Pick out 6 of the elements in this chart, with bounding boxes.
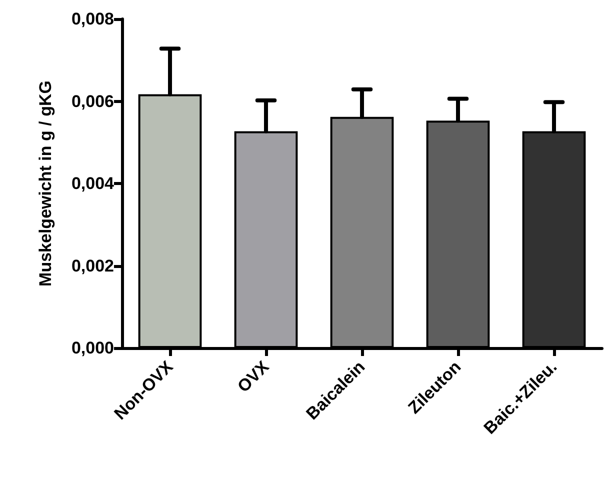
y-tick-label: 0,002 <box>71 256 114 276</box>
y-axis-title: Muskelgewicht in g / gKG <box>36 80 55 286</box>
y-tick-label: 0,000 <box>71 338 114 358</box>
y-tick-label: 0,006 <box>71 92 114 111</box>
y-tick-label: 0,004 <box>71 174 115 193</box>
y-tick-label: 0,008 <box>71 10 114 28</box>
